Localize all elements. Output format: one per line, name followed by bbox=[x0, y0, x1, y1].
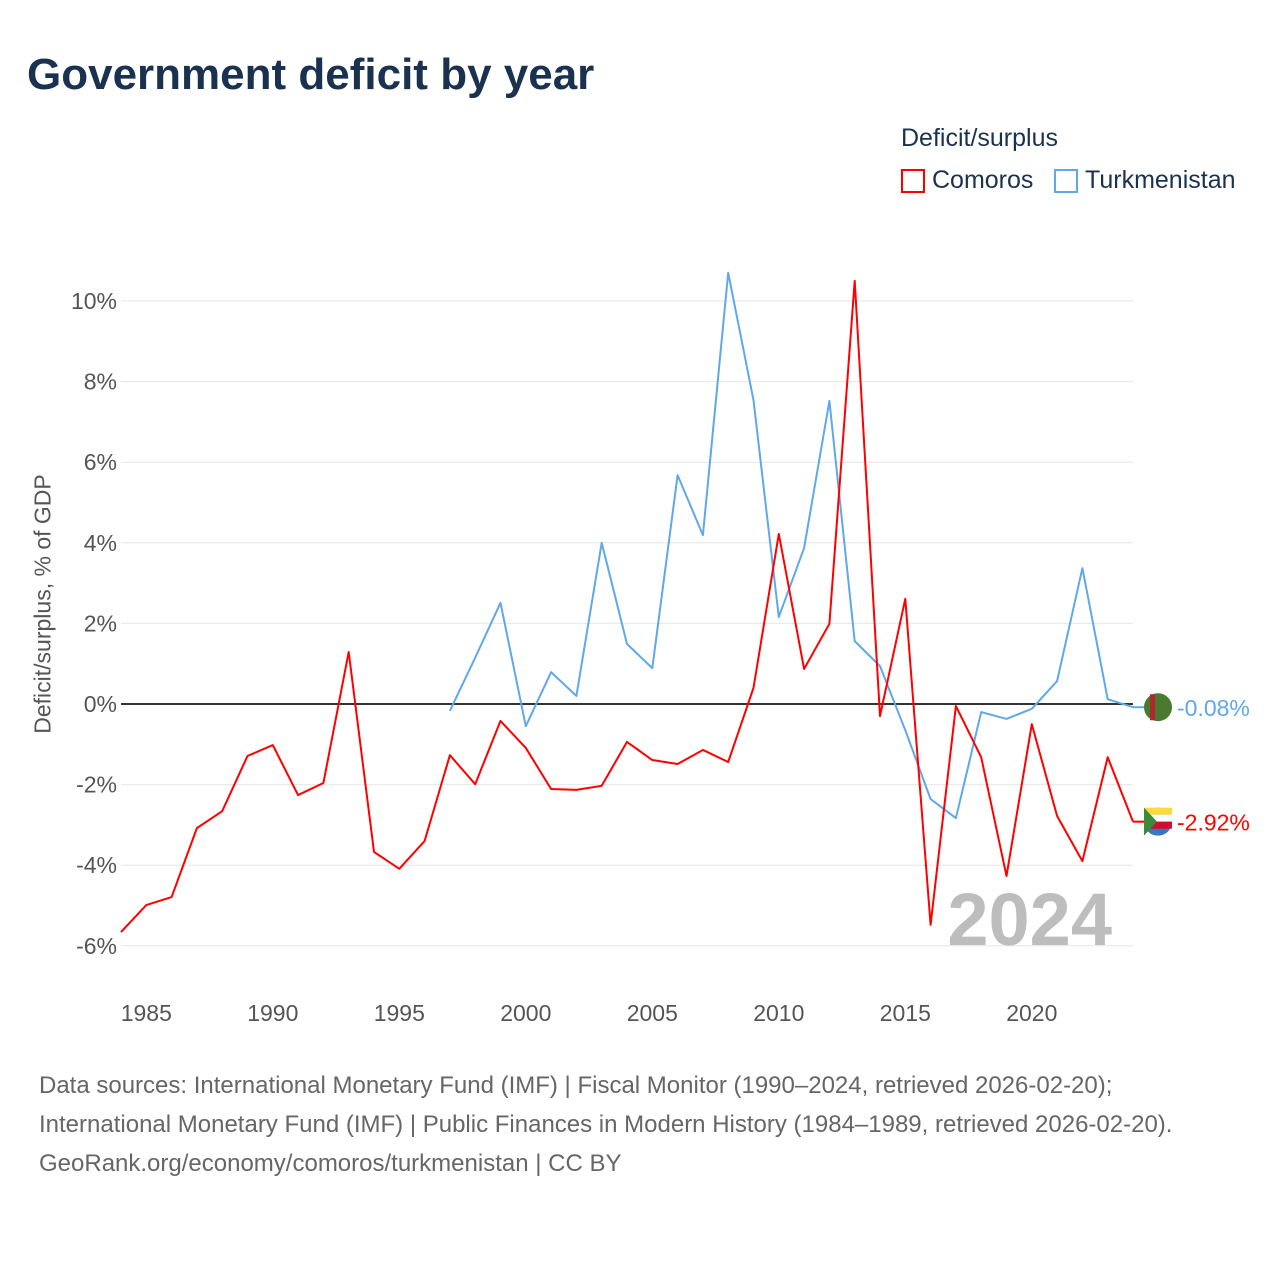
data-sources: Data sources: International Monetary Fun… bbox=[39, 1072, 1173, 1138]
chart-title: Government deficit by year bbox=[27, 50, 595, 99]
flag-stripe bbox=[1144, 821, 1172, 829]
y-tick-label: -4% bbox=[76, 852, 117, 878]
legend-title: Deficit/surplus bbox=[901, 124, 1058, 152]
series-line-comoros bbox=[120, 279, 1134, 933]
x-tick-label: 2015 bbox=[880, 1000, 931, 1026]
flag-stripe bbox=[1144, 807, 1172, 815]
x-tick-label: 1990 bbox=[247, 1000, 298, 1026]
x-tick-label: 2005 bbox=[627, 1000, 678, 1026]
y-tick-label: 2% bbox=[84, 610, 117, 636]
y-tick-label: 4% bbox=[84, 530, 117, 556]
y-tick-label: 8% bbox=[84, 369, 117, 395]
legend-swatch-turkmenistan bbox=[1054, 168, 1078, 193]
source-link[interactable]: GeoRank.org/economy/comoros/turkmenistan bbox=[39, 1150, 529, 1177]
series-line-turkmenistan bbox=[448, 271, 1134, 820]
license: | CC BY bbox=[528, 1150, 622, 1177]
y-tick-label: 0% bbox=[84, 691, 117, 717]
end-value-label: -0.08% bbox=[1177, 695, 1250, 721]
year-watermark: 2024 bbox=[947, 878, 1112, 961]
x-tick-label: 1985 bbox=[121, 1000, 172, 1026]
x-tick-label: 1995 bbox=[374, 1000, 425, 1026]
legend-item-turkmenistan[interactable]: Turkmenistan bbox=[1054, 166, 1236, 195]
turkmenistan-flag-icon bbox=[1144, 693, 1172, 722]
legend-label: Comoros bbox=[932, 166, 1034, 194]
x-tick-label: 2000 bbox=[500, 1000, 551, 1026]
flag-stripe bbox=[1150, 694, 1155, 721]
x-tick-label: 2010 bbox=[753, 1000, 804, 1026]
y-tick-label: -2% bbox=[76, 772, 117, 798]
flag-stripe bbox=[1144, 814, 1172, 822]
footer: Data sources: International Monetary Fun… bbox=[39, 1066, 1239, 1183]
legend-label: Turkmenistan bbox=[1085, 166, 1236, 194]
legend-item-comoros[interactable]: Comoros bbox=[901, 166, 1033, 195]
y-tick-label: -6% bbox=[76, 933, 117, 959]
end-value-label: -2.92% bbox=[1177, 810, 1250, 836]
y-tick-label: 6% bbox=[84, 449, 117, 475]
legend-swatch-comoros bbox=[901, 168, 925, 193]
x-tick-label: 2020 bbox=[1006, 1000, 1057, 1026]
y-tick-label: 10% bbox=[71, 288, 117, 314]
flag-triangle bbox=[1144, 807, 1157, 836]
